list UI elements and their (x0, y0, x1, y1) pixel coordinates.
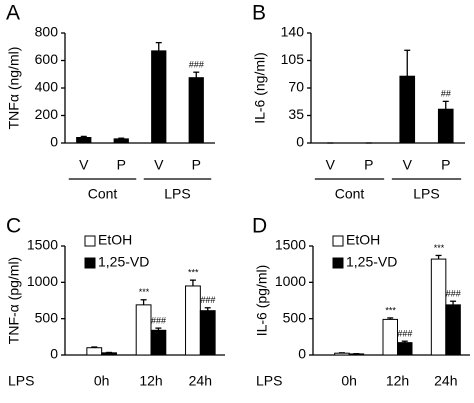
x-axis-label: LPS (8, 373, 34, 389)
panel-label: A (6, 2, 20, 25)
y-axis-label: IL-6 (ng/ml) (252, 52, 268, 124)
legend-label: EtOH (98, 232, 132, 248)
x-tick-label: V (403, 157, 413, 173)
y-tick-label: 1000 (275, 273, 306, 289)
x-tick-label: 12h (139, 373, 162, 389)
significance-mark: ## (441, 89, 452, 99)
bar (86, 347, 103, 356)
legend-swatch (84, 235, 96, 247)
y-tick-label: 0 (298, 346, 306, 362)
group-label: Cont (88, 186, 118, 202)
y-tick-label: 500 (35, 309, 59, 325)
panel-label: B (252, 2, 266, 25)
y-tick-label: 1000 (27, 273, 58, 289)
bar (101, 352, 117, 356)
x-tick-label: 0h (94, 373, 110, 389)
y-tick-label: 0 (50, 346, 58, 362)
bar (382, 318, 398, 356)
bar (76, 137, 92, 144)
significance-mark: ### (397, 329, 413, 339)
x-tick-label: P (441, 157, 450, 173)
y-tick-label: 500 (283, 309, 307, 325)
y-tick-label: 105 (281, 51, 305, 67)
x-tick-label: 12h (386, 373, 409, 389)
bar (199, 310, 216, 356)
x-tick-label: 0h (341, 373, 357, 389)
x-tick-label: V (326, 157, 336, 173)
y-axis-label: TNFα (ng/ml) (6, 47, 22, 130)
significance-mark: ### (189, 60, 205, 70)
bar (150, 329, 167, 356)
bar (113, 138, 129, 144)
y-tick-label: 70 (288, 79, 304, 95)
x-tick-label: V (154, 157, 164, 173)
legend-label: EtOH (346, 232, 380, 248)
group-label: Cont (335, 186, 365, 202)
y-tick-label: 600 (35, 51, 59, 67)
group-label: LPS (164, 186, 190, 202)
x-tick-label: P (192, 157, 201, 173)
y-tick-label: 35 (288, 106, 304, 122)
legend-swatch (84, 257, 96, 269)
y-tick-label: 0 (50, 134, 58, 150)
x-tick-label: 24h (434, 373, 457, 389)
x-tick-label: V (79, 157, 89, 173)
x-tick-label: P (364, 157, 373, 173)
y-tick-label: 200 (35, 106, 59, 122)
y-axis-label: IL-6 (pg/ml) (254, 265, 270, 337)
significance-mark: *** (385, 305, 396, 315)
significance-mark: ### (151, 315, 167, 325)
significance-mark: *** (138, 287, 149, 297)
legend-swatch (332, 257, 344, 269)
y-tick-label: 0 (296, 134, 304, 150)
bar (430, 258, 447, 356)
y-tick-label: 400 (35, 79, 59, 95)
legend-swatch (332, 235, 344, 247)
bar (399, 75, 416, 144)
y-tick-label: 1500 (275, 237, 306, 253)
significance-mark: *** (433, 243, 444, 253)
bar (188, 77, 204, 144)
bar (185, 285, 201, 356)
bar (445, 304, 461, 356)
panel-label: C (6, 215, 21, 238)
y-axis-label: TNF-α (pg/ml) (6, 257, 22, 344)
group-label: LPS (413, 186, 439, 202)
x-tick-label: P (117, 157, 126, 173)
bar (135, 304, 152, 356)
legend-label: 1,25-VD (346, 254, 397, 270)
y-tick-label: 1500 (27, 237, 58, 253)
significance-mark: *** (188, 268, 199, 278)
x-axis-label: LPS (256, 373, 282, 389)
bar (397, 342, 413, 356)
panel-label: D (252, 215, 267, 238)
significance-mark: ### (200, 295, 216, 305)
x-tick-label: 24h (189, 373, 212, 389)
y-tick-label: 140 (281, 24, 305, 40)
legend-label: 1,25-VD (98, 254, 149, 270)
y-tick-label: 800 (35, 24, 59, 40)
bar (151, 50, 167, 144)
significance-mark: ### (446, 289, 462, 299)
bar (437, 108, 454, 144)
